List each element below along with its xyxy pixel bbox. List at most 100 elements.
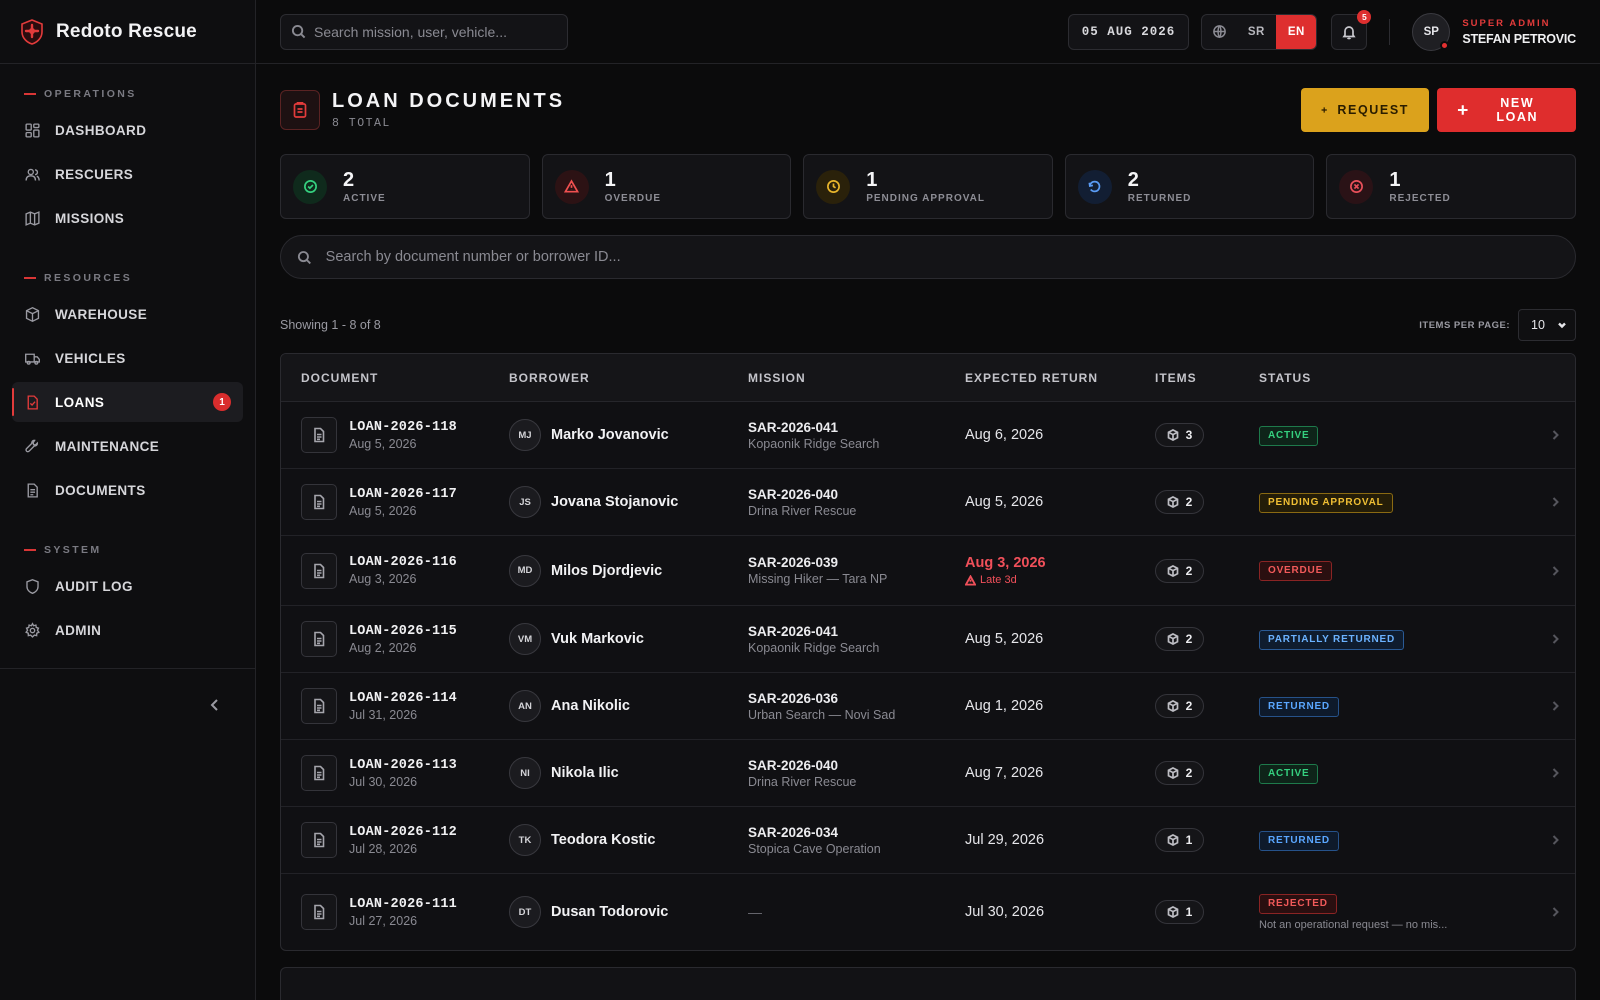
borrower-avatar: MD — [509, 554, 541, 587]
brand[interactable]: Redoto Rescue — [0, 0, 255, 64]
sidebar-item-label: ADMIN — [55, 622, 102, 638]
stat-card-rejected[interactable]: 1 REJECTED — [1326, 154, 1576, 219]
borrower-avatar: NI — [509, 757, 541, 789]
document-number: LOAN-2026-116 — [349, 555, 457, 570]
sidebar-item-maintenance[interactable]: MAINTENANCE — [12, 426, 243, 466]
table-row[interactable]: LOAN-2026-115 Aug 2, 2026 VM Vuk Markovic SA… — [281, 606, 1575, 673]
current-date: 05 AUG 2026 — [1067, 13, 1190, 50]
file-icon — [27, 482, 38, 498]
sidebar-item-admin[interactable]: ADMIN — [12, 610, 243, 650]
document-number: LOAN-2026-112 — [349, 824, 457, 840]
table-header: DOCUMENT BORROWER MISSION EXPECTED RETUR… — [281, 354, 1575, 402]
column-header-borrower[interactable]: BORROWER — [509, 370, 590, 385]
row-chevron-right-icon[interactable] — [1535, 834, 1575, 846]
row-chevron-right-icon[interactable] — [1535, 700, 1575, 712]
warning-icon — [554, 169, 589, 204]
sidebar-item-vehicles[interactable]: VEHICLES — [12, 338, 243, 378]
user-menu[interactable]: SP SUPER ADMIN STEFAN PETROVIC — [1412, 12, 1576, 51]
table-row[interactable]: LOAN-2026-118 Aug 5, 2026 MJ Marko Jovanovi… — [281, 402, 1575, 469]
section-label-system: SYSTEM — [12, 514, 243, 566]
sidebar-nav: OPERATIONS DASHBOARD RESCUERS MISSIONS R… — [0, 64, 255, 654]
stat-card-overdue[interactable]: 1 OVERDUE — [541, 154, 792, 219]
table-row[interactable]: LOAN-2026-111 Jul 27, 2026 DT Dusan Todorov… — [281, 874, 1575, 950]
pagination-bar — [280, 967, 1576, 1000]
topbar: 05 AUG 2026 SR EN 5 SP SUPER ADMIN STEFA… — [256, 0, 1600, 64]
table-row[interactable]: LOAN-2026-112 Jul 28, 2026 TK Teodora Kosti… — [281, 807, 1575, 874]
table-row[interactable]: LOAN-2026-116 Aug 3, 2026 MD Milos Djordjev… — [281, 536, 1575, 606]
table-row[interactable]: LOAN-2026-114 Jul 31, 2026 AN Ana Nikolic SA… — [281, 673, 1575, 740]
items-count: 2 — [1155, 627, 1204, 651]
lang-sr-button[interactable]: SR — [1247, 25, 1265, 38]
items-count: 2 — [1155, 490, 1204, 514]
sidebar-item-missions[interactable]: MISSIONS — [12, 198, 243, 238]
document-search-input[interactable] — [325, 249, 1559, 265]
table-row[interactable]: LOAN-2026-113 Jul 30, 2026 NI Nikola Ilic SA… — [281, 740, 1575, 807]
user-role: SUPER ADMIN — [1462, 17, 1551, 29]
sidebar-item-label: WAREHOUSE — [55, 306, 148, 322]
table-row[interactable]: LOAN-2026-117 Aug 5, 2026 JS Jovana Stojano… — [281, 469, 1575, 536]
expected-return-date: Aug 3, 2026 — [965, 555, 1046, 571]
search-icon — [291, 24, 306, 39]
new-loan-button[interactable]: NEW LOAN — [1437, 88, 1576, 132]
collapse-sidebar-button[interactable] — [205, 695, 225, 715]
column-header-items[interactable]: ITEMS — [1155, 370, 1197, 385]
mission-code: SAR-2026-040 — [748, 757, 839, 773]
stat-card-active[interactable]: 2 ACTIVE — [280, 154, 530, 219]
mission-name: Kopaonik Ridge Search — [748, 640, 880, 655]
row-chevron-right-icon[interactable] — [1535, 565, 1575, 577]
box-icon — [25, 306, 40, 322]
stat-label: ACTIVE — [343, 193, 386, 204]
stat-label: PENDING APPROVAL — [866, 193, 985, 204]
loan-doc-icon — [27, 394, 38, 410]
sidebar-item-warehouse[interactable]: WAREHOUSE — [12, 294, 243, 334]
borrower-avatar: MJ — [509, 419, 541, 451]
column-header-expected-return[interactable]: EXPECTED RETURN — [965, 370, 1099, 385]
expected-return-date: Aug 5, 2026 — [965, 631, 1044, 647]
package-icon — [1167, 767, 1179, 779]
expected-return-date: Aug 7, 2026 — [965, 765, 1044, 781]
row-chevron-right-icon[interactable] — [1535, 906, 1575, 918]
sidebar-item-loans[interactable]: LOANS 1 — [12, 382, 243, 422]
mission-name: Kopaonik Ridge Search — [748, 436, 880, 451]
row-chevron-right-icon[interactable] — [1535, 496, 1575, 508]
search-icon — [297, 250, 311, 264]
global-search-input[interactable] — [314, 23, 557, 40]
row-chevron-right-icon[interactable] — [1535, 429, 1575, 441]
expected-return-date: Jul 30, 2026 — [965, 904, 1045, 920]
sidebar-item-label: VEHICLES — [55, 350, 126, 366]
status-badge: RETURNED — [1259, 696, 1339, 717]
row-chevron-right-icon[interactable] — [1535, 767, 1575, 779]
package-icon — [1167, 906, 1179, 918]
borrower-avatar: TK — [509, 824, 541, 856]
stat-card-returned[interactable]: 2 RETURNED — [1064, 154, 1315, 219]
brand-logo-icon — [21, 18, 43, 45]
sidebar-item-dashboard[interactable]: DASHBOARD — [12, 110, 243, 150]
column-header-status[interactable]: STATUS — [1259, 370, 1312, 385]
row-chevron-right-icon[interactable] — [1535, 633, 1575, 645]
notifications-button[interactable]: 5 — [1331, 9, 1372, 50]
lang-en-button[interactable]: EN — [1276, 14, 1317, 49]
stat-card-pending-approval[interactable]: 1 PENDING APPROVAL — [803, 154, 1053, 219]
package-icon — [1167, 633, 1179, 645]
expected-return-date: Aug 1, 2026 — [965, 698, 1044, 714]
items-per-page: ITEMS PER PAGE: 10 — [1419, 309, 1576, 341]
truck-icon — [25, 353, 40, 365]
shield-icon — [26, 578, 39, 594]
sidebar-item-rescuers[interactable]: RESCUERS — [12, 154, 243, 194]
borrower-avatar: AN — [509, 690, 541, 722]
document-date: Jul 27, 2026 — [349, 913, 418, 928]
sidebar-item-label: MISSIONS — [55, 210, 125, 226]
sidebar-item-documents[interactable]: DOCUMENTS — [12, 470, 243, 510]
column-header-mission[interactable]: MISSION — [748, 370, 806, 385]
users-icon — [25, 168, 40, 180]
items-per-page-select[interactable]: 10 — [1518, 309, 1576, 341]
document-search[interactable] — [280, 235, 1576, 279]
sidebar-item-audit-log[interactable]: AUDIT LOG — [12, 566, 243, 606]
request-button[interactable]: REQUEST — [1301, 88, 1429, 132]
global-search[interactable] — [280, 13, 568, 50]
list-meta: Showing 1 - 8 of 8 ITEMS PER PAGE: 10 — [280, 309, 1576, 341]
sidebar-item-label: RESCUERS — [55, 166, 134, 182]
document-icon — [301, 822, 337, 858]
divider — [1389, 18, 1391, 45]
column-header-document[interactable]: DOCUMENT — [301, 370, 379, 385]
